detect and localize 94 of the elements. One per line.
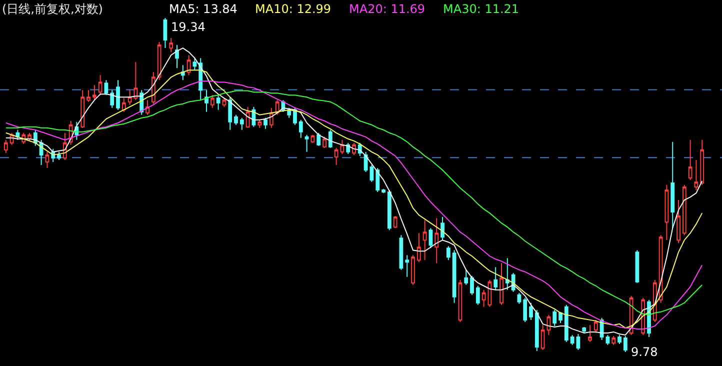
candlestick	[104, 80, 108, 96]
candlestick	[700, 139, 704, 186]
candlestick	[157, 42, 162, 81]
candlestick	[582, 326, 586, 334]
candlestick	[128, 90, 132, 106]
candlestick	[180, 64, 185, 81]
candlestick	[505, 258, 510, 290]
candlestick	[688, 139, 692, 180]
candlestick	[293, 107, 297, 126]
candlestick	[228, 96, 232, 130]
candlestick	[316, 132, 321, 146]
candlestick	[328, 129, 332, 148]
candlestick	[264, 117, 268, 130]
candlestick	[664, 184, 669, 241]
candlestick	[470, 275, 474, 296]
candlestick	[623, 335, 628, 352]
candlestick	[558, 311, 562, 324]
candlestick	[376, 167, 380, 193]
candlestick	[192, 58, 197, 71]
candlestick	[334, 147, 338, 166]
candlestick	[440, 216, 444, 241]
candlestick	[240, 117, 244, 130]
candlestick	[216, 94, 220, 110]
candlestick	[635, 250, 640, 284]
text: MA20: 11.69	[349, 2, 426, 16]
candlestick	[428, 228, 433, 249]
candlestick	[564, 304, 568, 342]
candlestick	[370, 164, 374, 182]
candlestick	[446, 246, 450, 261]
annotation: 19.34	[171, 20, 206, 34]
candlestick	[387, 190, 392, 231]
candlestick	[163, 18, 168, 49]
candlestick	[694, 159, 698, 191]
candlestick	[411, 254, 415, 286]
candlestick	[86, 90, 90, 102]
candlestick	[523, 297, 528, 322]
candlestick	[500, 262, 504, 306]
candlestick	[594, 319, 598, 334]
candlestick	[169, 38, 174, 53]
candlestick	[517, 292, 522, 304]
candlestick	[618, 334, 622, 344]
candlestick	[405, 254, 410, 278]
candlestick	[588, 324, 592, 342]
candlestick	[676, 200, 680, 244]
candlestick	[534, 309, 539, 352]
candlestick	[234, 114, 238, 126]
candlestick	[92, 84, 96, 101]
candlestick	[298, 119, 303, 138]
candlestick	[246, 106, 250, 128]
candlestick	[322, 136, 326, 148]
text: MA30: 11.21	[443, 2, 520, 16]
candlestick	[57, 151, 61, 160]
candlestick	[258, 119, 262, 128]
candlestick	[210, 94, 214, 108]
candlestick	[122, 98, 126, 112]
candlestick	[422, 220, 427, 261]
candlestick	[304, 134, 309, 152]
candlestick	[382, 188, 386, 194]
candlestick	[98, 74, 102, 96]
candlestick	[529, 302, 533, 320]
candlestick	[494, 266, 498, 290]
candlestick	[116, 80, 120, 110]
candlestick	[552, 309, 557, 326]
candlestick	[464, 269, 468, 286]
candlestick	[458, 279, 462, 322]
candlestick	[45, 151, 50, 168]
candlestick	[670, 141, 675, 229]
candlestick	[482, 289, 486, 308]
candlestick	[393, 216, 398, 229]
candlestick	[658, 234, 663, 304]
chart-title: (日线,前复权,对数)	[2, 2, 103, 16]
candlestick	[612, 335, 616, 346]
candlestick	[134, 62, 138, 101]
candlestick	[452, 250, 456, 304]
candlestick	[4, 139, 8, 154]
text: MA10: 12.99	[255, 2, 332, 16]
candlestick	[110, 90, 114, 108]
candlestick	[476, 285, 480, 306]
candlestick	[204, 90, 208, 112]
candlestick	[570, 334, 574, 346]
candlestick	[364, 151, 368, 172]
candlestick	[606, 334, 610, 346]
candlestick	[576, 333, 580, 350]
candlestick	[186, 54, 191, 76]
annotation: 9.78	[631, 345, 658, 359]
candlestick	[399, 234, 404, 270]
candlestick	[434, 218, 439, 264]
candlestick	[80, 90, 85, 128]
text: MA5: 13.84	[169, 2, 238, 16]
candlestick	[222, 98, 226, 108]
candlestick	[416, 232, 421, 263]
candlestick	[175, 44, 179, 69]
candlestick	[540, 324, 545, 350]
candlestick	[682, 184, 686, 236]
